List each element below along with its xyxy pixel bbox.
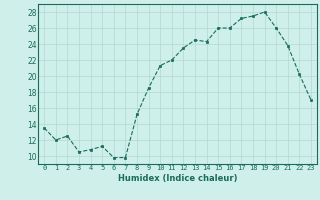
X-axis label: Humidex (Indice chaleur): Humidex (Indice chaleur) — [118, 174, 237, 183]
